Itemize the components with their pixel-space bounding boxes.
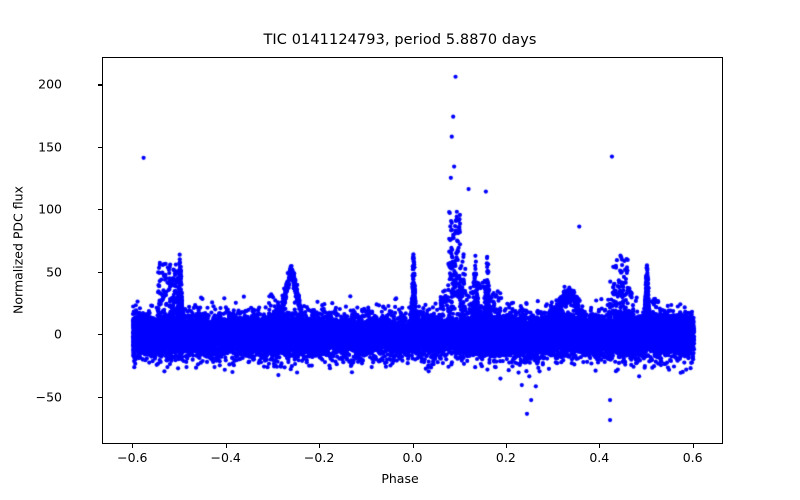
x-tick-label: 0.4	[589, 450, 610, 465]
x-tick-label: 0.6	[682, 450, 703, 465]
y-tick-label: 50	[46, 264, 62, 280]
y-tick-label: 100	[38, 201, 62, 217]
x-tick-mark	[505, 444, 507, 448]
x-tick-label: 0.0	[402, 450, 423, 465]
y-tick-label: 0	[54, 326, 62, 342]
x-tick-mark	[599, 444, 601, 448]
y-tick-mark	[98, 334, 102, 336]
y-tick-label: −50	[35, 389, 62, 405]
x-tick-label: 0.2	[495, 450, 516, 465]
plot-axes-frame	[102, 57, 723, 444]
y-tick-mark	[98, 396, 102, 398]
y-tick-label: 200	[38, 76, 62, 92]
x-tick-mark	[225, 444, 227, 448]
chart-title: TIC 0141124793, period 5.8870 days	[263, 32, 537, 48]
y-tick-label: 150	[38, 139, 62, 155]
y-tick-mark	[98, 84, 102, 86]
x-tick-mark	[412, 444, 414, 448]
scatter-plot-canvas	[103, 58, 722, 443]
x-tick-mark	[692, 444, 694, 448]
x-tick-label: −0.2	[303, 450, 335, 465]
x-tick-mark	[132, 444, 134, 448]
x-tick-mark	[319, 444, 321, 448]
y-tick-mark	[98, 209, 102, 211]
x-axis-label: Phase	[381, 471, 419, 486]
x-tick-label: −0.4	[210, 450, 241, 465]
x-tick-label: −0.6	[117, 450, 148, 465]
y-tick-mark	[98, 271, 102, 273]
y-tick-mark	[98, 146, 102, 148]
